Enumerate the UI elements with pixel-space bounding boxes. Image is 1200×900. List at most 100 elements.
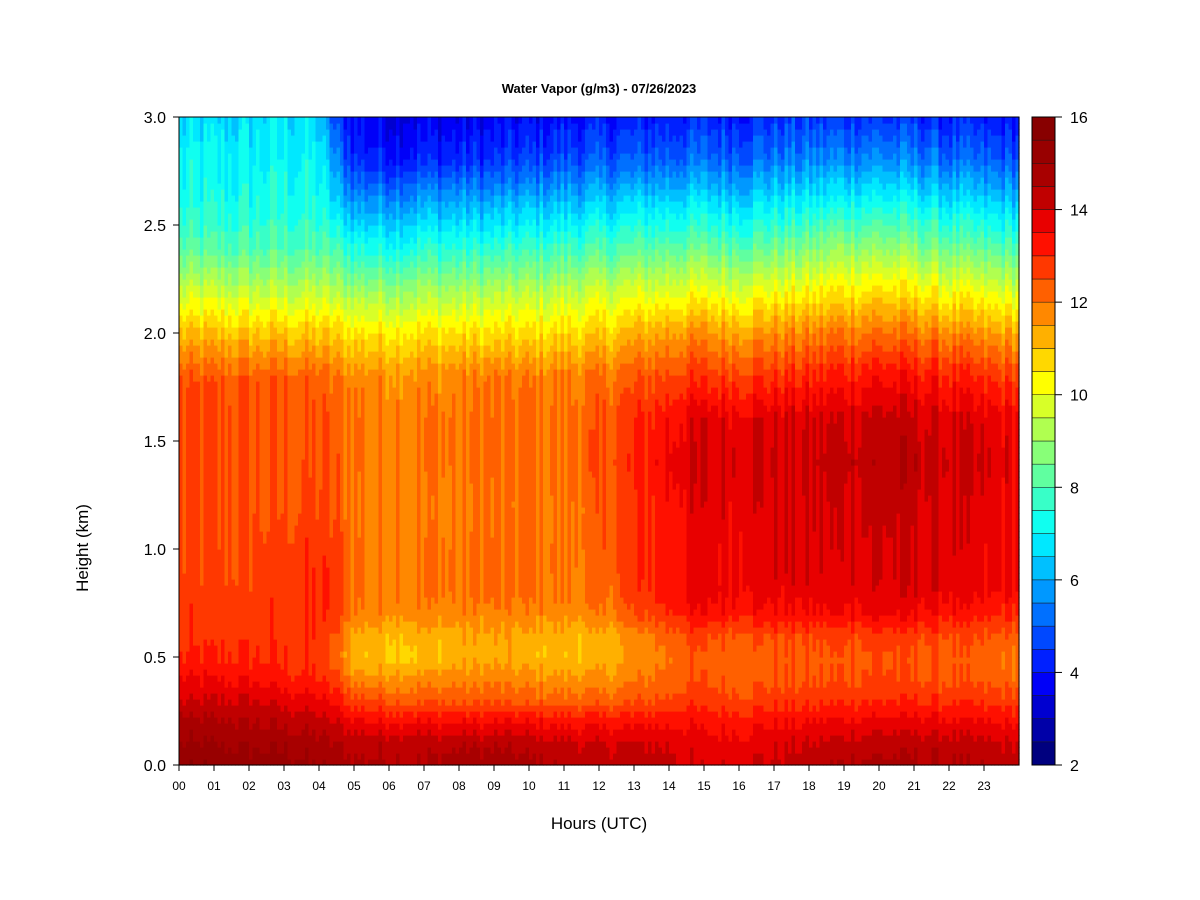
heatmap-cell xyxy=(266,333,271,340)
heatmap-cell xyxy=(196,225,201,232)
heatmap-cell xyxy=(214,279,219,286)
heatmap-cell xyxy=(217,753,222,760)
heatmap-cell xyxy=(238,123,243,130)
heatmap-cell xyxy=(252,141,257,148)
heatmap-cell xyxy=(221,471,226,478)
heatmap-cell xyxy=(270,423,275,430)
heatmap-cell xyxy=(333,303,338,310)
heatmap-cell xyxy=(259,345,264,352)
heatmap-cell xyxy=(333,609,338,616)
heatmap-cell xyxy=(273,609,278,616)
heatmap-cell xyxy=(273,537,278,544)
heatmap-cell xyxy=(256,237,261,244)
heatmap-cell xyxy=(266,711,271,718)
heatmap-cell xyxy=(200,633,205,640)
heatmap-cell xyxy=(287,543,292,550)
heatmap-cell xyxy=(203,207,208,214)
heatmap-cell xyxy=(287,249,292,256)
heatmap-cell xyxy=(259,729,264,736)
heatmap-cell xyxy=(200,195,205,202)
heatmap-cell xyxy=(277,471,282,478)
heatmap-cell xyxy=(179,321,184,328)
heatmap-cell xyxy=(301,549,306,556)
heatmap-cell xyxy=(336,543,341,550)
heatmap-cell xyxy=(217,141,222,148)
heatmap-cell xyxy=(224,591,229,598)
heatmap-cell xyxy=(231,171,236,178)
heatmap-cell xyxy=(221,219,226,226)
heatmap-cell xyxy=(245,165,250,172)
heatmap-cell xyxy=(305,621,310,628)
heatmap-cell xyxy=(210,129,215,136)
heatmap-cell xyxy=(333,315,338,322)
heatmap-cell xyxy=(322,141,327,148)
heatmap-cell xyxy=(291,507,296,514)
heatmap-cell xyxy=(273,261,278,268)
heatmap-cell xyxy=(270,657,275,664)
heatmap-cell xyxy=(249,603,254,610)
heatmap-cell xyxy=(224,741,229,748)
heatmap-cell xyxy=(308,315,313,322)
heatmap-cell xyxy=(221,231,226,238)
heatmap-cell xyxy=(224,645,229,652)
heatmap-cell xyxy=(259,561,264,568)
heatmap-cell xyxy=(193,201,198,208)
heatmap-cell xyxy=(210,507,215,514)
heatmap-cell xyxy=(322,573,327,580)
heatmap-cell xyxy=(322,117,327,124)
heatmap-cell xyxy=(249,189,254,196)
heatmap-cell xyxy=(319,321,324,328)
heatmap-cell xyxy=(182,159,187,166)
heatmap-cell xyxy=(179,315,184,322)
heatmap-cell xyxy=(256,201,261,208)
heatmap-cell xyxy=(256,495,261,502)
heatmap-cell xyxy=(193,321,198,328)
heatmap-cell xyxy=(256,309,261,316)
heatmap-cell xyxy=(186,411,191,418)
heatmap-cell xyxy=(280,753,285,760)
heatmap-cell xyxy=(322,207,327,214)
heatmap-cell xyxy=(245,261,250,268)
heatmap-cell xyxy=(291,225,296,232)
heatmap-cell xyxy=(224,243,229,250)
heatmap-cell xyxy=(263,261,268,268)
heatmap-cell xyxy=(315,627,320,634)
heatmap-cell xyxy=(252,273,257,280)
heatmap-cell xyxy=(207,369,212,376)
heatmap-cell xyxy=(179,423,184,430)
heatmap-cell xyxy=(186,333,191,340)
heatmap-cell xyxy=(217,585,222,592)
heatmap-cell xyxy=(270,291,275,298)
heatmap-cell xyxy=(242,369,247,376)
heatmap-cell xyxy=(242,315,247,322)
heatmap-cell xyxy=(179,279,184,286)
heatmap-cell xyxy=(221,435,226,442)
heatmap-cell xyxy=(249,723,254,730)
heatmap-cell xyxy=(242,663,247,670)
heatmap-cell xyxy=(280,165,285,172)
heatmap-cell xyxy=(263,123,268,130)
heatmap-cell xyxy=(189,291,194,298)
heatmap-cell xyxy=(287,615,292,622)
heatmap-cell xyxy=(217,387,222,394)
heatmap-cell xyxy=(333,201,338,208)
heatmap-cell xyxy=(312,699,317,706)
heatmap-cell xyxy=(336,735,341,742)
heatmap-cell xyxy=(179,429,184,436)
heatmap-cell xyxy=(266,435,271,442)
heatmap-cell xyxy=(312,333,317,340)
heatmap-cell xyxy=(196,669,201,676)
heatmap-cell xyxy=(329,399,334,406)
heatmap-cell xyxy=(210,705,215,712)
heatmap-cell xyxy=(196,129,201,136)
heatmap-cell xyxy=(210,543,215,550)
heatmap-cell xyxy=(298,639,303,646)
heatmap-cell xyxy=(287,357,292,364)
heatmap-cell xyxy=(284,747,289,754)
heatmap-cell xyxy=(305,339,310,346)
heatmap-cell xyxy=(228,177,233,184)
heatmap-cell xyxy=(270,585,275,592)
heatmap-cell xyxy=(203,261,208,268)
heatmap-cell xyxy=(266,147,271,154)
heatmap-cell xyxy=(228,627,233,634)
